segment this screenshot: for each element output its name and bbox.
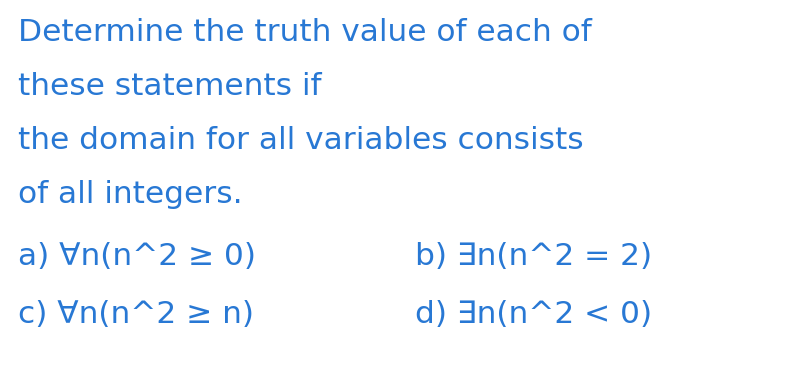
Text: b) ∃n(n^2 = 2): b) ∃n(n^2 = 2): [415, 242, 652, 271]
Text: these statements if: these statements if: [18, 72, 322, 101]
Text: d) ∃n(n^2 < 0): d) ∃n(n^2 < 0): [415, 300, 652, 329]
Text: a) ∀n(n^2 ≥ 0): a) ∀n(n^2 ≥ 0): [18, 242, 256, 271]
Text: the domain for all variables consists: the domain for all variables consists: [18, 126, 584, 155]
Text: Determine the truth value of each of: Determine the truth value of each of: [18, 18, 592, 47]
Text: c) ∀n(n^2 ≥ n): c) ∀n(n^2 ≥ n): [18, 300, 254, 329]
Text: of all integers.: of all integers.: [18, 180, 242, 209]
